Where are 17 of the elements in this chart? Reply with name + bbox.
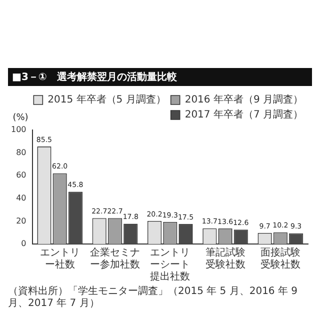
y-axis-title: (%)	[12, 112, 28, 123]
chart-title: ■3－① 選考解禁翌月の活動量比較	[8, 68, 312, 86]
text: （資料出所）「学生モニター調査」（2015 年 5 月、2016 年 9 月、2017 年 7 月）	[8, 286, 299, 310]
legend-label: 2017 年卒者（7 月調査）	[184, 108, 304, 121]
y-tick-label: 100	[10, 125, 26, 134]
x-tick-label: エントリー社数	[40, 248, 80, 271]
legend-label: 2016 年卒者（9 月調査）	[184, 94, 304, 106]
x-tick-label: エントリーシート提出社数	[150, 248, 190, 283]
x-tick-label: 筆記試験受験社数	[205, 246, 246, 271]
y-tick-label: 40	[16, 193, 26, 202]
x-tick-label: 企業セミナー参加社数	[90, 246, 140, 271]
y-tick-label: 80	[16, 148, 26, 157]
y-tick-label: 20	[16, 216, 26, 226]
legend-label: 2015 年卒者（5 月調査）	[48, 94, 166, 106]
x-tick-label: 面接試験受験社数	[260, 246, 300, 271]
y-tick-label: 0	[21, 239, 26, 248]
y-tick-label: 60	[16, 170, 26, 180]
